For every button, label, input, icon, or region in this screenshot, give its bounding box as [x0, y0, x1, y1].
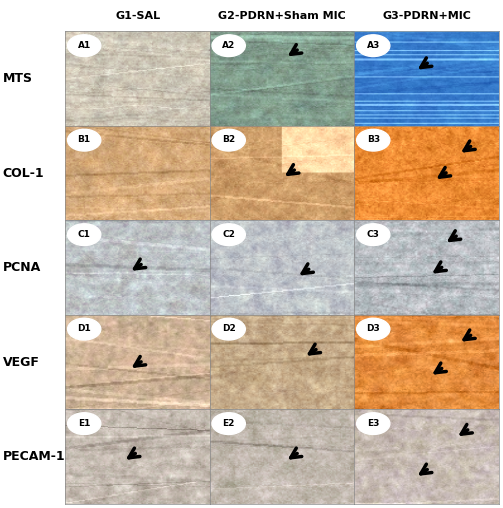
Circle shape [67, 224, 101, 245]
Text: B1: B1 [77, 135, 91, 144]
Text: A1: A1 [77, 41, 91, 50]
Text: C2: C2 [222, 230, 235, 239]
Text: COL-1: COL-1 [3, 167, 44, 180]
Text: MTS: MTS [3, 72, 33, 85]
Circle shape [357, 35, 390, 56]
Text: D3: D3 [366, 324, 380, 333]
Text: B3: B3 [367, 135, 380, 144]
Circle shape [357, 224, 390, 245]
Text: A2: A2 [222, 41, 235, 50]
Text: G2-PDRN+Sham MIC: G2-PDRN+Sham MIC [218, 11, 346, 21]
Circle shape [67, 413, 101, 434]
Text: D1: D1 [77, 324, 91, 333]
Text: E3: E3 [367, 419, 379, 428]
Circle shape [212, 130, 245, 151]
Text: C3: C3 [367, 230, 380, 239]
Circle shape [67, 319, 101, 340]
Text: PECAM-1: PECAM-1 [3, 450, 65, 463]
Circle shape [212, 224, 245, 245]
Text: E1: E1 [78, 419, 91, 428]
Text: C1: C1 [78, 230, 91, 239]
Text: PCNA: PCNA [3, 261, 41, 274]
Circle shape [212, 319, 245, 340]
Circle shape [357, 319, 390, 340]
Text: VEGF: VEGF [3, 356, 39, 369]
Text: G1-SAL: G1-SAL [115, 11, 160, 21]
Text: E2: E2 [222, 419, 235, 428]
Circle shape [357, 413, 390, 434]
Text: G3-PDRN+MIC: G3-PDRN+MIC [382, 11, 471, 21]
Text: B2: B2 [222, 135, 235, 144]
Circle shape [357, 130, 390, 151]
Circle shape [67, 35, 101, 56]
Text: A3: A3 [367, 41, 380, 50]
Circle shape [67, 130, 101, 151]
Circle shape [212, 413, 245, 434]
Circle shape [212, 35, 245, 56]
Text: D2: D2 [222, 324, 235, 333]
